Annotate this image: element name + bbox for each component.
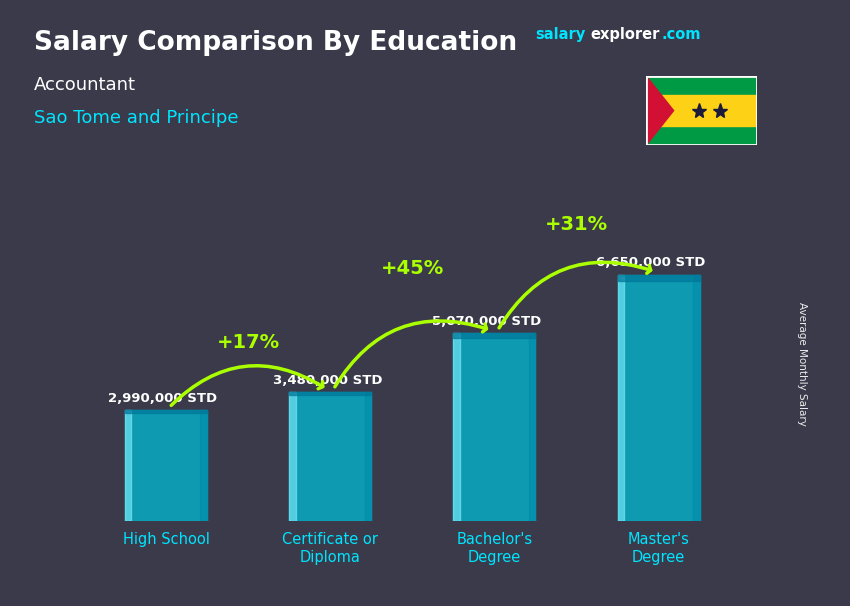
Bar	[125, 410, 207, 521]
Bar	[453, 333, 536, 338]
Text: +31%: +31%	[545, 215, 608, 234]
Bar	[617, 275, 700, 281]
Bar	[453, 333, 460, 521]
Bar	[617, 275, 700, 521]
Bar	[201, 410, 207, 521]
Bar	[529, 333, 536, 521]
Bar	[365, 392, 371, 521]
Bar	[646, 95, 756, 126]
Text: explorer: explorer	[591, 27, 660, 42]
Bar	[289, 392, 371, 395]
Bar	[289, 392, 296, 521]
Text: .com: .com	[661, 27, 700, 42]
Bar	[125, 410, 132, 521]
Text: +17%: +17%	[217, 333, 280, 351]
Text: 5,070,000 STD: 5,070,000 STD	[432, 315, 541, 328]
Bar	[125, 410, 207, 413]
Bar	[693, 275, 700, 521]
Bar	[617, 275, 624, 521]
Text: 2,990,000 STD: 2,990,000 STD	[109, 391, 218, 405]
Text: Accountant: Accountant	[34, 76, 136, 94]
Bar	[289, 392, 371, 521]
Text: +45%: +45%	[381, 259, 444, 278]
Text: 6,650,000 STD: 6,650,000 STD	[596, 256, 705, 269]
Text: Sao Tome and Principe: Sao Tome and Principe	[34, 109, 239, 127]
Text: 3,480,000 STD: 3,480,000 STD	[273, 373, 382, 387]
Text: Salary Comparison By Education: Salary Comparison By Education	[34, 30, 517, 56]
Text: salary: salary	[536, 27, 586, 42]
Polygon shape	[646, 76, 673, 145]
Text: Average Monthly Salary: Average Monthly Salary	[797, 302, 808, 425]
Bar	[453, 333, 536, 521]
